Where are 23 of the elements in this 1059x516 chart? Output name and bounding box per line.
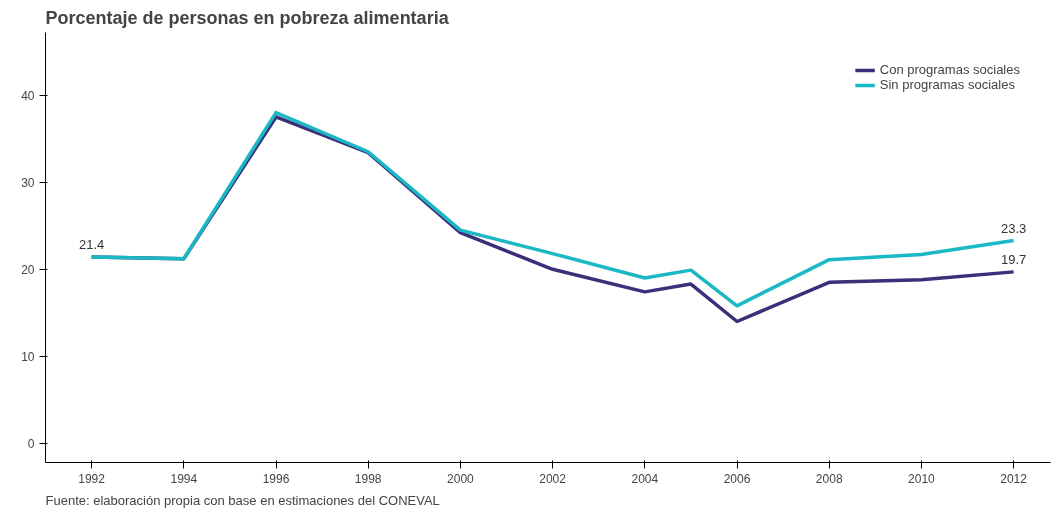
y-tick-label: 30 (21, 175, 35, 190)
data-label: 23.3 (1000, 220, 1027, 236)
x-tick-label: 2008 (815, 471, 843, 486)
x-tick-label: 1996 (262, 471, 290, 486)
legend-label: Sin programas sociales (879, 77, 1015, 92)
x-tick-label: 2010 (908, 471, 936, 486)
x-tick-label: 2006 (723, 471, 751, 486)
y-tick-label: 40 (21, 88, 35, 103)
legend-label: Con programas sociales (879, 62, 1020, 77)
y-tick-label: 20 (21, 262, 35, 277)
data-label: 19.7 (1000, 251, 1027, 267)
x-tick-label: 1992 (78, 471, 106, 486)
y-tick-label: 0 (27, 436, 35, 451)
x-tick-label: 1998 (354, 471, 382, 486)
x-tick-label: 2012 (1000, 471, 1028, 486)
x-tick-label: 2000 (447, 471, 475, 486)
chart-title: Porcentaje de personas en pobreza alimentaria (45, 7, 450, 28)
y-tick-label: 10 (21, 349, 35, 364)
x-tick-label: 1994 (170, 471, 198, 486)
x-tick-label: 2004 (631, 471, 659, 486)
data-label: 21.4 (78, 237, 105, 253)
x-tick-label: 2002 (539, 471, 567, 486)
source-note: Fuente: elaboración propia con base en estimaciones del CONEVAL (45, 492, 440, 508)
